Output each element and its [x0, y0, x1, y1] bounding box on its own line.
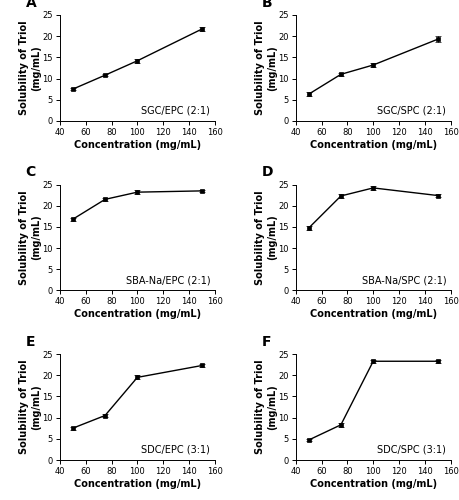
Text: SBA-Na/EPC (2:1): SBA-Na/EPC (2:1) [125, 275, 210, 285]
Text: SGC/SPC (2:1): SGC/SPC (2:1) [376, 106, 445, 116]
Y-axis label: Solubility of Triol
(mg/mL): Solubility of Triol (mg/mL) [19, 20, 41, 116]
X-axis label: Concentration (mg/mL): Concentration (mg/mL) [309, 140, 436, 149]
X-axis label: Concentration (mg/mL): Concentration (mg/mL) [309, 478, 436, 488]
Text: SDC/EPC (3:1): SDC/EPC (3:1) [141, 444, 210, 454]
Text: B: B [261, 0, 272, 10]
Text: C: C [26, 165, 36, 179]
Text: A: A [26, 0, 36, 10]
Y-axis label: Solubility of Triol
(mg/mL): Solubility of Triol (mg/mL) [255, 360, 276, 454]
Y-axis label: Solubility of Triol
(mg/mL): Solubility of Triol (mg/mL) [19, 360, 41, 454]
Y-axis label: Solubility of Triol
(mg/mL): Solubility of Triol (mg/mL) [255, 20, 276, 116]
Y-axis label: Solubility of Triol
(mg/mL): Solubility of Triol (mg/mL) [255, 190, 276, 285]
Text: SBA-Na/SPC (2:1): SBA-Na/SPC (2:1) [361, 275, 445, 285]
X-axis label: Concentration (mg/mL): Concentration (mg/mL) [73, 478, 201, 488]
Text: SDC/SPC (3:1): SDC/SPC (3:1) [376, 444, 445, 454]
Text: SGC/EPC (2:1): SGC/EPC (2:1) [141, 106, 210, 116]
Text: D: D [261, 165, 272, 179]
X-axis label: Concentration (mg/mL): Concentration (mg/mL) [73, 140, 201, 149]
Text: F: F [261, 335, 270, 349]
Y-axis label: Solubility of Triol
(mg/mL): Solubility of Triol (mg/mL) [19, 190, 41, 285]
Text: E: E [26, 335, 35, 349]
X-axis label: Concentration (mg/mL): Concentration (mg/mL) [73, 309, 201, 319]
X-axis label: Concentration (mg/mL): Concentration (mg/mL) [309, 309, 436, 319]
